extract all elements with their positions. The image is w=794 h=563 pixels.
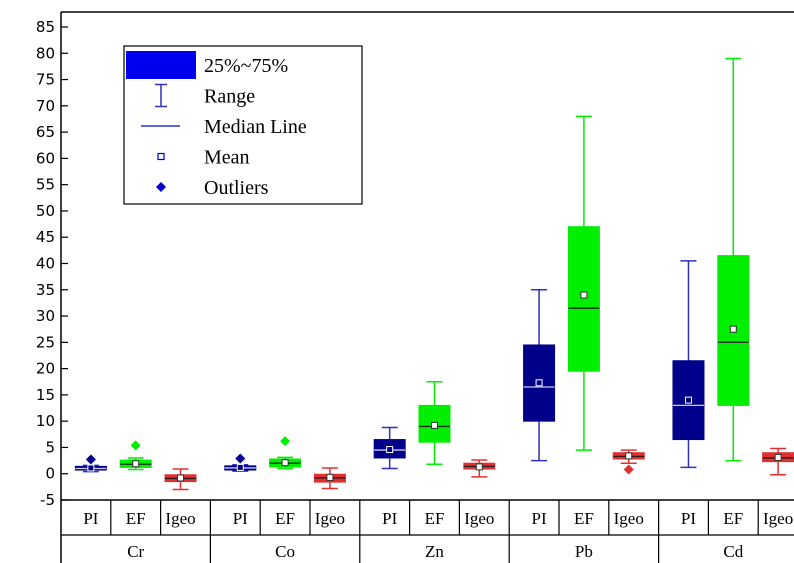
category-label-igeo: Igeo — [464, 509, 494, 528]
category-label-pi: PI — [681, 509, 696, 528]
outlier-marker — [235, 453, 246, 464]
box-cd-igeo — [762, 447, 794, 476]
box-co-igeo — [313, 467, 346, 490]
box-pb-pi — [523, 289, 556, 462]
category-label-ef: EF — [425, 509, 445, 528]
mean-marker-icon — [157, 152, 165, 161]
box-co-pi — [224, 453, 257, 472]
y-tick-label: 50 — [36, 202, 55, 220]
y-tick-label: 70 — [36, 97, 55, 115]
box-pb-ef — [567, 115, 600, 451]
group-label-zn: Zn — [425, 542, 444, 561]
legend: 25%~75% Range Median Line Mean Outliers — [123, 45, 363, 205]
box-cr-pi — [74, 454, 107, 473]
outlier-marker — [85, 454, 96, 465]
mean-marker — [625, 452, 633, 460]
mean-marker — [87, 464, 95, 472]
legend-label: Range — [204, 86, 255, 108]
mean-marker — [684, 396, 692, 404]
category-label-pi: PI — [382, 509, 397, 528]
outlier-marker-icon — [156, 182, 166, 192]
legend-label: 25%~75% — [204, 55, 288, 77]
category-label-igeo: Igeo — [614, 509, 644, 528]
box-zn-pi — [373, 426, 406, 470]
box-cd-ef — [717, 57, 750, 462]
box-cr-ef — [119, 440, 152, 471]
y-tick-label: 80 — [36, 44, 55, 62]
axes-layer: -5 0 5 10 15 20 25 30 35 40 45 50 55 60 65 70 75 80 85 Cr PI… — [36, 11, 794, 563]
y-tick-label: -5 — [40, 491, 55, 509]
range-icon — [155, 83, 167, 108]
y-tick-label: 0 — [45, 465, 55, 483]
category-label-ef: EF — [574, 509, 594, 528]
mean-marker — [281, 459, 289, 467]
y-tick-label: 25 — [36, 333, 55, 351]
y-tick-label: 35 — [36, 281, 55, 299]
y-tick-label: 85 — [36, 18, 55, 36]
legend-label: Median Line — [204, 116, 307, 138]
mean-marker — [535, 379, 543, 387]
mean-marker — [132, 460, 140, 468]
mean-marker — [729, 325, 737, 333]
box-pb-igeo — [612, 449, 645, 475]
y-tick-label: 60 — [36, 149, 55, 167]
category-label-igeo: Igeo — [165, 509, 195, 528]
legend-box-swatch — [126, 51, 196, 79]
y-tick-label: 5 — [45, 438, 55, 456]
mean-marker — [431, 421, 438, 429]
mean-marker — [580, 291, 588, 299]
mean-marker — [177, 474, 185, 482]
mean-marker — [236, 463, 244, 471]
mean-marker — [386, 446, 394, 454]
y-tick-label: 65 — [36, 123, 55, 141]
y-tick-label: 55 — [36, 176, 55, 194]
outlier-marker — [130, 440, 141, 451]
box-cr-igeo — [164, 468, 197, 491]
boxes-layer — [74, 57, 794, 491]
group-label-cr: Cr — [127, 542, 144, 561]
legend-label: Mean — [204, 147, 250, 169]
group-label-pb: Pb — [575, 542, 593, 561]
category-label-ef: EF — [275, 509, 295, 528]
category-label-igeo: Igeo — [315, 509, 345, 528]
mean-marker — [475, 463, 483, 471]
mean-marker — [774, 453, 782, 461]
category-label-ef: EF — [126, 509, 146, 528]
box-zn-ef — [418, 381, 451, 466]
y-tick-label: 45 — [36, 228, 55, 246]
y-tick-label: 75 — [36, 71, 55, 89]
legend-label: Outliers — [204, 177, 269, 199]
outlier-marker — [280, 436, 291, 447]
y-tick-label: 15 — [36, 386, 55, 404]
y-tick-label: 30 — [36, 307, 55, 325]
group-label-cd: Cd — [723, 542, 743, 561]
legend-mean-square — [157, 152, 165, 161]
category-label-ef: EF — [723, 509, 743, 528]
mean-marker — [326, 473, 334, 481]
category-label-pi: PI — [233, 509, 248, 528]
category-label-igeo: Igeo — [763, 509, 793, 528]
iqr-box — [567, 226, 600, 372]
y-tick-label: 20 — [36, 360, 55, 378]
outlier-marker — [623, 464, 634, 475]
category-label-pi: PI — [83, 509, 98, 528]
box-icon — [126, 51, 196, 79]
y-tick-label: 10 — [36, 412, 55, 430]
box-co-ef — [269, 436, 302, 470]
category-label-pi: PI — [532, 509, 547, 528]
box-cd-pi — [672, 260, 705, 469]
legend-outlier-diamond — [156, 182, 166, 192]
y-tick-label: 40 — [36, 255, 55, 273]
group-label-co: Co — [275, 542, 295, 561]
box-zn-igeo — [463, 459, 496, 478]
